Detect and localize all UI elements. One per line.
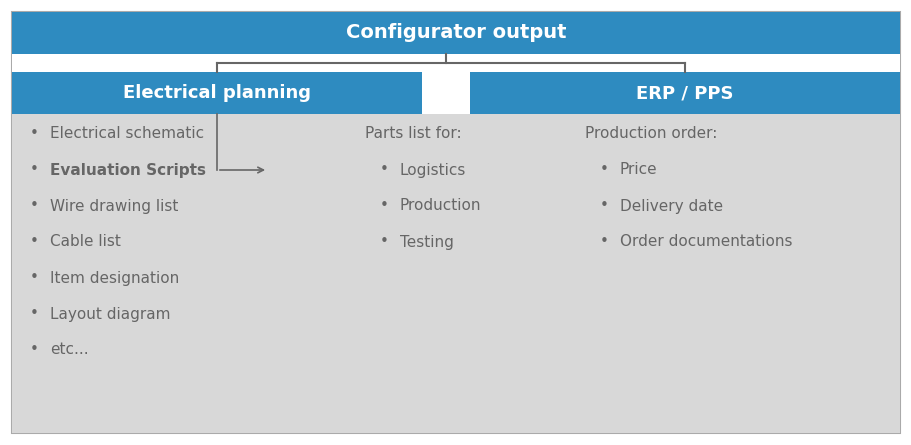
Text: Layout diagram: Layout diagram [50,307,170,321]
Text: etc...: etc... [50,343,88,357]
Text: Testing: Testing [400,235,454,250]
Text: Delivery date: Delivery date [619,198,722,214]
Text: •: • [30,343,39,357]
Text: •: • [380,235,388,250]
Text: Logistics: Logistics [400,162,466,178]
Text: Production order:: Production order: [584,126,717,142]
Text: •: • [30,126,39,142]
Text: Parts list for:: Parts list for: [364,126,461,142]
Text: •: • [599,198,609,214]
Bar [469,72,899,114]
Text: Electrical planning: Electrical planning [123,84,311,102]
Text: Production: Production [400,198,481,214]
Text: Wire drawing list: Wire drawing list [50,198,179,214]
Text: •: • [380,162,388,178]
Text: •: • [380,198,388,214]
Text: •: • [599,235,609,250]
Bar [12,12,899,54]
FancyBboxPatch shape [12,12,899,433]
Text: Configurator output: Configurator output [345,24,566,43]
Bar [12,72,422,114]
Text: ERP / PPS: ERP / PPS [636,84,733,102]
Text: Evaluation Scripts: Evaluation Scripts [50,162,206,178]
Text: •: • [30,307,39,321]
Text: Price: Price [619,162,657,178]
Text: Order documentations: Order documentations [619,235,792,250]
Text: •: • [599,162,609,178]
Text: •: • [30,198,39,214]
Bar [12,114,899,433]
Text: Cable list: Cable list [50,235,121,250]
Text: Item designation: Item designation [50,271,179,286]
Bar [12,54,899,72]
Text: •: • [30,235,39,250]
Text: •: • [30,271,39,286]
Text: •: • [30,162,39,178]
Text: Electrical schematic: Electrical schematic [50,126,204,142]
